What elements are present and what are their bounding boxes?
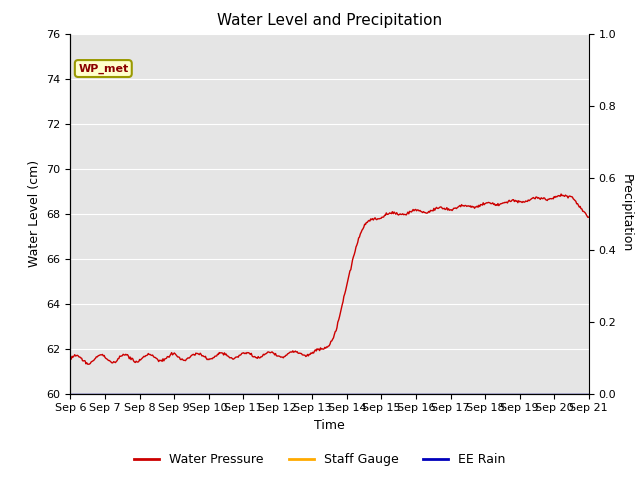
EE Rain <box>585 391 593 396</box>
EE Rain <box>301 391 308 396</box>
Legend: Water Pressure, Staff Gauge, EE Rain: Water Pressure, Staff Gauge, EE Rain <box>129 448 511 471</box>
EE Rain <box>413 391 420 396</box>
EE Rain <box>372 391 380 396</box>
Text: WP_met: WP_met <box>78 63 129 73</box>
EE Rain <box>67 391 74 396</box>
EE Rain <box>158 391 166 396</box>
Y-axis label: Precipitation: Precipitation <box>620 174 633 253</box>
Title: Water Level and Precipitation: Water Level and Precipitation <box>217 13 442 28</box>
Water Pressure <box>585 214 593 220</box>
Y-axis label: Water Level (cm): Water Level (cm) <box>28 160 41 267</box>
Water Pressure <box>373 217 381 223</box>
EE Rain <box>200 391 207 396</box>
Water Pressure <box>201 354 209 360</box>
Water Pressure <box>413 207 421 213</box>
Water Pressure <box>67 357 74 362</box>
Water Pressure <box>557 191 565 197</box>
X-axis label: Time: Time <box>314 419 345 432</box>
Line: Water Pressure: Water Pressure <box>70 194 589 364</box>
Water Pressure <box>458 202 465 207</box>
Water Pressure <box>302 354 310 360</box>
Water Pressure <box>159 356 167 361</box>
EE Rain <box>457 391 465 396</box>
Water Pressure <box>84 361 92 367</box>
